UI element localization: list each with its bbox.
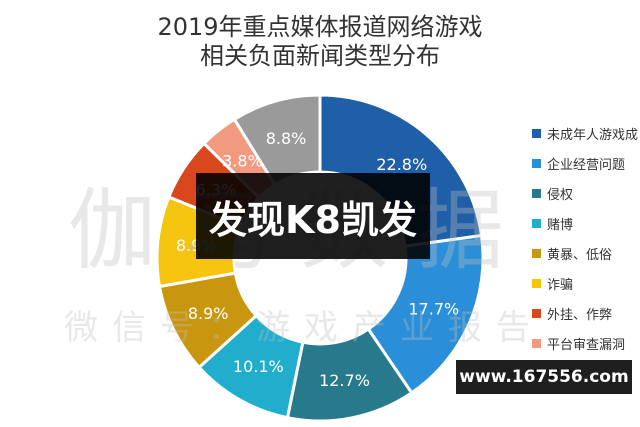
legend-item: 平台审查漏洞 xyxy=(532,328,640,358)
slice-value-label: 12.7% xyxy=(319,371,370,390)
legend-swatch xyxy=(532,218,541,228)
legend-item: 诈骗 xyxy=(532,268,640,298)
legend-label: 企业经营问题 xyxy=(547,157,626,173)
legend-label: 外挂、作弊 xyxy=(547,307,613,323)
legend-label: 侵权 xyxy=(547,187,574,203)
legend-swatch xyxy=(532,308,541,318)
slice-value-label: 8.8% xyxy=(266,129,307,148)
legend-swatch xyxy=(532,188,541,198)
legend-label: 诈骗 xyxy=(547,277,574,293)
legend-item: 企业经营问题 xyxy=(532,148,640,178)
legend-swatch xyxy=(532,128,541,138)
slice-value-label: 8.9% xyxy=(188,304,229,323)
legend-item: 外挂、作弊 xyxy=(532,298,640,328)
legend-swatch xyxy=(532,278,541,288)
legend-swatch xyxy=(532,338,541,348)
slice-value-label: 3.8% xyxy=(222,152,263,171)
legend-item: 侵权 xyxy=(532,178,640,208)
legend-label: 未成年人游戏成 xyxy=(547,127,639,143)
chart-subtitle: 相关负面新闻类型分布 xyxy=(200,42,440,70)
slice-value-label: 10.1% xyxy=(233,357,284,376)
legend-item: 赌博 xyxy=(532,208,640,238)
donut-slice xyxy=(366,233,485,395)
legend-item: 黄暴、低俗 xyxy=(532,238,640,268)
legend-item: 未成年人游戏成 xyxy=(532,118,640,148)
slice-value-label: 22.8% xyxy=(376,155,427,174)
chart-title: 2019年重点媒体报道网络游戏 xyxy=(157,13,483,41)
overlay-banner[interactable]: 发现K8凯发 xyxy=(196,173,430,259)
overlay-url[interactable]: www.167556.com xyxy=(456,360,632,394)
legend-label: 黄暴、低俗 xyxy=(547,247,613,263)
legend-label: 赌博 xyxy=(547,217,574,233)
legend-swatch xyxy=(532,248,541,258)
legend-swatch xyxy=(532,158,541,168)
slice-value-label: 17.7% xyxy=(408,300,459,319)
legend-label: 平台审查漏洞 xyxy=(547,337,626,353)
